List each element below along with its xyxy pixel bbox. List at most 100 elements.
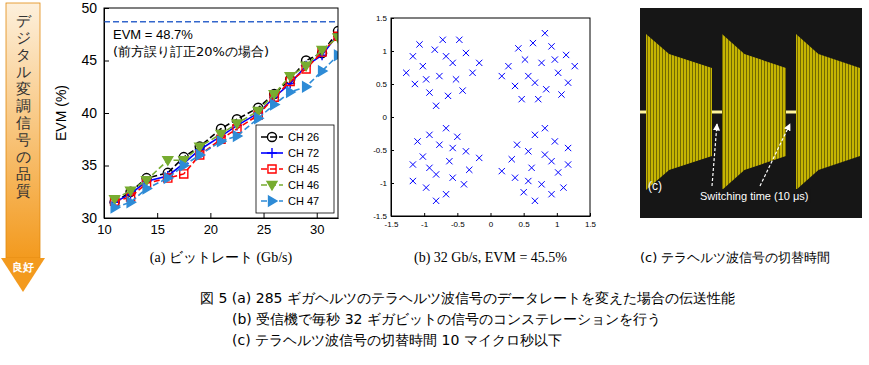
scatter-point [499, 73, 505, 79]
tick: -1 [421, 213, 429, 229]
scatter-point [426, 165, 432, 171]
scatter-point [525, 148, 531, 154]
scatter-point [538, 60, 544, 66]
scatter-point [548, 191, 554, 197]
scatter-point [410, 178, 416, 184]
series-marker [218, 136, 226, 146]
series-marker [180, 161, 188, 171]
scatter-point [443, 125, 449, 131]
tick-label: -0.5 [373, 146, 387, 155]
scatter-point [446, 158, 452, 164]
quality-arrow: デジタル変調信号の品質良好 [1, 3, 45, 292]
scatter-point [459, 87, 465, 93]
tick: 1 [555, 213, 560, 229]
scatter-point [433, 198, 439, 204]
tick-label: 10 [97, 222, 111, 237]
scatter-point [552, 56, 558, 62]
scatter-point [525, 178, 531, 184]
scatter-point [453, 76, 459, 82]
plot-frame [391, 18, 590, 216]
series-marker [271, 100, 279, 110]
tick-mark [104, 61, 109, 62]
scatter-point [512, 175, 518, 181]
caption-line: (c) テラヘルツ波信号の切替時間 10 マイクロ秒以下 [232, 332, 562, 348]
scatter-point [532, 80, 538, 86]
series-marker [196, 151, 204, 159]
panel-c: Switching time (10 μs)(c)(c) テラヘルツ波信号の切替… [640, 8, 862, 265]
tick-label: 25 [257, 222, 271, 237]
axis: -1.5-1-0.500.511.5 [385, 213, 597, 229]
reference-line [104, 21, 338, 23]
scatter-point [445, 93, 451, 99]
tick-label: -0.5 [451, 220, 465, 229]
scatter-point [443, 53, 449, 59]
tick: -0.5 [451, 213, 465, 229]
scatter-point [565, 145, 571, 151]
x-axis-title: (a) ビットレート (Gb/s) [150, 250, 293, 266]
legend-label: CH 47 [288, 195, 319, 207]
scatter-point [505, 63, 511, 69]
scatter-point [542, 125, 548, 131]
caption-line: (b) 受信機で毎秒 32 ギガビットの信号のコンステレーションを行う [232, 311, 661, 327]
tick: 1.5 [585, 213, 597, 229]
series-line [115, 37, 338, 199]
series-marker [196, 150, 204, 160]
scatter-point [476, 155, 482, 161]
side-label: デジタル変調信号の品質 [16, 12, 32, 200]
tick: 20 [204, 213, 218, 237]
plot-marks [403, 30, 578, 204]
chart-title: (b) 32 Gb/s, EVM = 45.5% [414, 250, 567, 266]
scatter-point [548, 43, 554, 49]
plot-area [391, 18, 590, 216]
series-marker [319, 66, 327, 76]
legend-marker [267, 132, 276, 141]
tick-label: 45 [81, 52, 97, 68]
scatter-point [522, 56, 528, 62]
series-marker [335, 50, 338, 60]
tick: 40 [81, 105, 109, 121]
scatter-point [436, 73, 442, 79]
scatter-point [410, 53, 416, 59]
scatter-point [432, 47, 438, 53]
tick-mark [317, 213, 318, 218]
scatter-point [565, 80, 571, 86]
scope-screen [640, 8, 862, 218]
scatter-point [514, 142, 520, 148]
waveform-burst [722, 34, 786, 190]
scope-caption: (c) テラヘルツ波信号の切替時間 [640, 250, 830, 265]
scatter-point [456, 37, 462, 43]
scatter-point [433, 103, 439, 109]
scatter-point [538, 181, 544, 187]
side-label-good: 良好 [12, 261, 34, 274]
plot-area [104, 8, 338, 218]
reference-label: EVM = 48.7% [113, 27, 193, 42]
figure: デジタル変調信号の品質良好10152025303035404550EVM = 4… [0, 0, 869, 365]
scatter-point [525, 73, 531, 79]
tick-label: 0.5 [519, 220, 531, 229]
tick-label: 1.5 [585, 220, 597, 229]
scatter-point [412, 81, 418, 87]
scatter-point [461, 181, 467, 187]
series-marker [164, 173, 172, 183]
scatter-point [420, 153, 426, 159]
series-line [115, 55, 338, 207]
plot-frame [104, 8, 338, 218]
scatter-point [433, 171, 439, 177]
legend-line [261, 168, 283, 170]
panel-a: 10152025303035404550EVM = 48.7%(前方誤り訂正20… [53, 0, 343, 266]
scatter-point [519, 96, 525, 102]
tick-mark [264, 213, 265, 218]
tick-label: 1 [383, 47, 388, 56]
plot-marks [104, 22, 338, 213]
series-marker [303, 82, 311, 92]
tick-label: 30 [310, 222, 324, 237]
tick-label: 20 [204, 222, 218, 237]
panel-b: -1.5-1-0.500.511.5-1.5-1-0.500.511.5(b) … [373, 14, 596, 266]
tick: 0 [383, 113, 394, 122]
waveform-gap [712, 111, 722, 114]
scatter-point [572, 63, 578, 69]
scatter-point [463, 50, 469, 56]
legend-marker [267, 148, 277, 158]
tick-label: -1 [421, 220, 429, 229]
y-axis-title: EVM (%) [53, 85, 69, 141]
